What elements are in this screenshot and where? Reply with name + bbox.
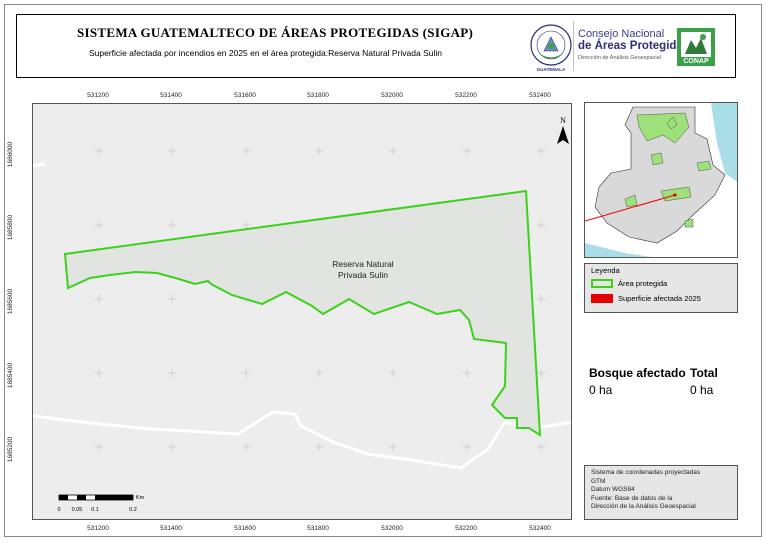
scale-bar xyxy=(58,494,134,501)
x-tick-bottom: 532400 xyxy=(529,525,551,532)
x-tick-top: 531600 xyxy=(234,92,256,99)
inset-locator-line xyxy=(585,194,676,222)
notes-line: GTM xyxy=(591,477,606,485)
stats-total-value: 0 ha xyxy=(690,383,714,397)
protected-area-polygon[interactable] xyxy=(63,189,542,437)
notes-line: Sistema de coordenadas proyectadas xyxy=(591,469,701,476)
legend-label-protected-area: Área protegida xyxy=(618,279,668,288)
x-tick-bottom: 531400 xyxy=(160,525,182,532)
notes-line: Dirección de la Análisis Geoespacial xyxy=(591,503,696,510)
logo-text-line1: Consejo Nacional xyxy=(578,28,665,40)
metadata-notes: Sistema de coordenadas proyectadas GTM D… xyxy=(584,465,738,520)
road-line xyxy=(33,410,571,470)
notes-line: Datum WGS84 xyxy=(591,486,635,493)
y-tick-left: 1685400 xyxy=(7,362,15,389)
scale-label: 0.2 xyxy=(129,507,137,513)
notes-line: Fuente: Base de datos de la xyxy=(591,494,673,502)
stats-total-header: Total xyxy=(690,366,718,380)
legend-title: Leyenda xyxy=(591,266,620,275)
seal-bottom-text: GUATEMALA xyxy=(537,67,566,72)
legend-swatch-affected-area xyxy=(591,294,613,303)
scale-label: 0 xyxy=(57,507,61,513)
map-title: SISTEMA GUATEMALTECO DE ÁREAS PROTEGIDAS… xyxy=(77,25,474,40)
x-tick-top: 532400 xyxy=(529,92,551,99)
x-tick-top: 531800 xyxy=(307,92,329,99)
y-tick-left: 1685600 xyxy=(7,288,15,315)
logo-text-line2: de Áreas Protegidas xyxy=(578,40,690,52)
legend-box: Leyenda Área protegida Superficie afecta… xyxy=(584,263,738,313)
inset-locator-map xyxy=(584,102,738,258)
scale-label: 0.05 xyxy=(71,507,83,513)
north-arrow-icon: N xyxy=(557,116,569,144)
x-tick-bottom: 531200 xyxy=(87,525,109,532)
x-tick-top: 532200 xyxy=(455,92,477,99)
inset-map-canvas xyxy=(585,103,737,257)
legend-label-affected-area: Superficie afectada 2025 xyxy=(618,294,701,303)
conap-label: CONAP xyxy=(677,57,715,66)
area-label-line2: Privada Sulin xyxy=(337,270,389,280)
x-tick-bottom: 531800 xyxy=(307,525,329,532)
legend-swatch-protected-area xyxy=(591,279,613,288)
main-map[interactable]: N xyxy=(32,103,572,520)
stats-forest-header: Bosque afectado xyxy=(589,366,686,380)
logo-text-line3: Dirección de Análisis Geoespacial xyxy=(578,55,661,61)
road-line xyxy=(33,162,46,168)
scale-label: 0.1 xyxy=(91,507,99,513)
y-tick-left: 1685800 xyxy=(7,214,15,241)
header-box: SISTEMA GUATEMALTECO DE ÁREAS PROTEGIDAS… xyxy=(16,14,736,78)
x-tick-top: 532000 xyxy=(381,92,403,99)
inset-protected-areas xyxy=(624,112,712,228)
x-tick-bottom: 531600 xyxy=(234,525,256,532)
north-label: N xyxy=(560,116,566,125)
y-tick-left: 1686000 xyxy=(7,141,15,168)
area-label-line1: Reserva Natural xyxy=(332,259,394,269)
y-tick-left: 1685200 xyxy=(7,436,15,463)
map-frame xyxy=(4,4,762,537)
inset-locator-point xyxy=(673,193,677,197)
inset-water xyxy=(711,103,737,182)
guatemala-seal-icon: GUATEMALA xyxy=(530,24,572,72)
area-label: Reserva Natural Privada Sulin xyxy=(318,259,408,281)
x-tick-bottom: 532200 xyxy=(455,525,477,532)
x-tick-top: 531200 xyxy=(87,92,109,99)
conap-logo-icon xyxy=(677,28,715,62)
scale-unit: Km xyxy=(136,495,145,501)
stats-forest-value: 0 ha xyxy=(589,383,613,397)
x-tick-top: 531400 xyxy=(160,92,182,99)
inset-water xyxy=(585,243,652,257)
map-subtitle: Superficie afectada por incendios en 202… xyxy=(89,48,442,58)
logo-divider xyxy=(573,21,574,71)
main-map-canvas[interactable]: N xyxy=(33,104,572,520)
x-tick-bottom: 532000 xyxy=(381,525,403,532)
